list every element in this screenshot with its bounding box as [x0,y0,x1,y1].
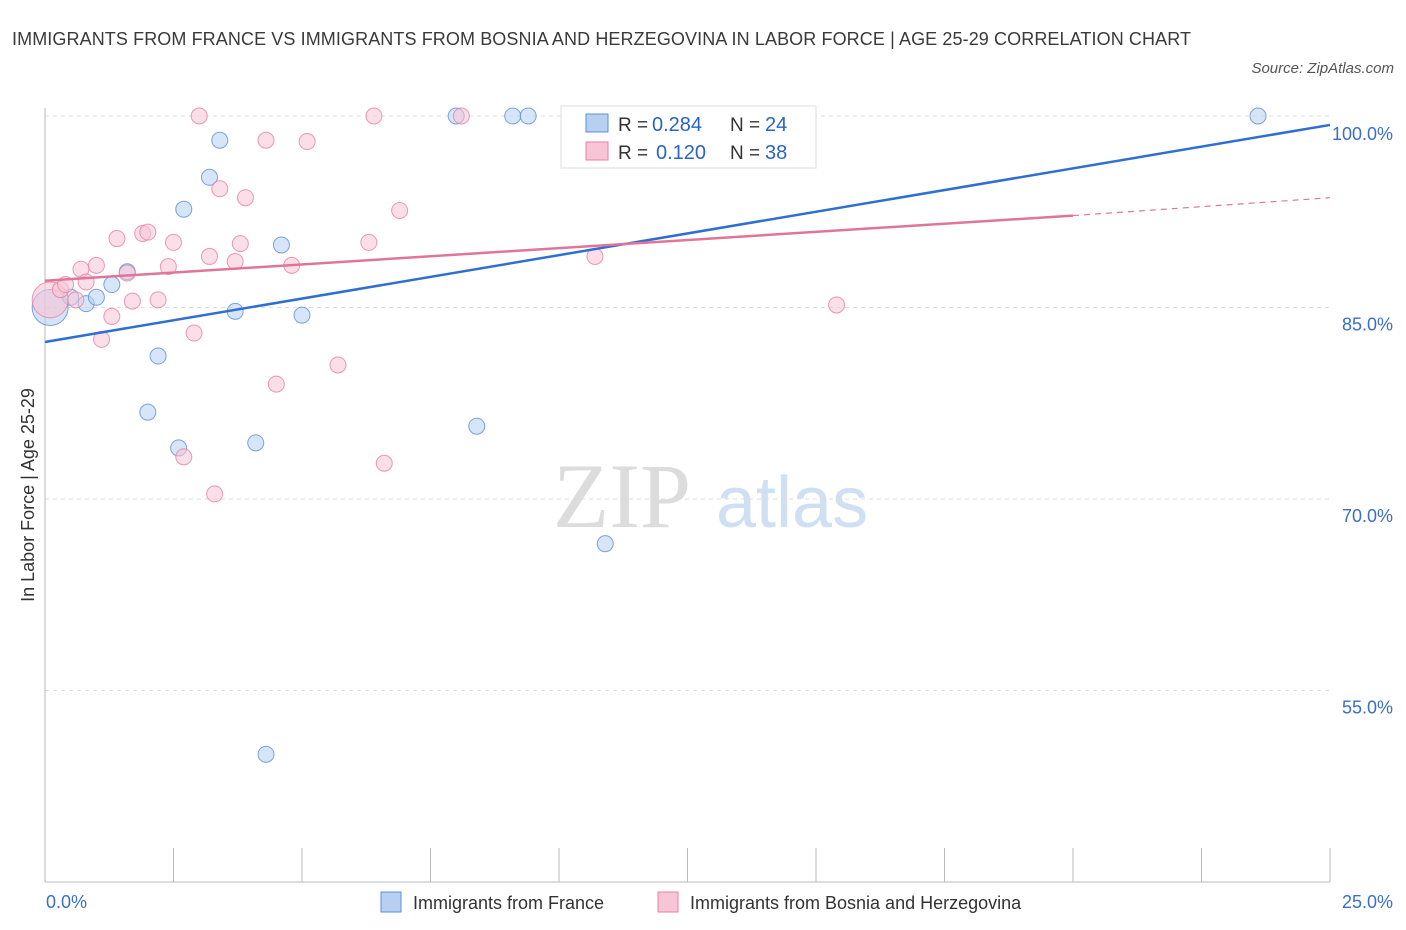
bosnia-point [190,107,208,125]
y-tick-label: 70.0% [1342,506,1393,526]
x-tick-label: 0.0% [46,892,87,912]
bosnia-point [452,107,470,125]
france-point [149,347,167,365]
bosnia-point [139,223,157,241]
bosnia-point [329,356,347,374]
bosnia-point [149,291,167,309]
legend-pink-r-value: 0.120 [656,142,706,164]
bosnia-trend-extension [1072,197,1331,217]
france-point [211,131,229,149]
series-legend: Immigrants from France Immigrants from B… [380,891,1022,913]
bottom-legend-blue-swatch [380,891,402,913]
france-point [272,236,290,254]
legend-blue-n-label: N = [730,115,760,136]
bosnia-point [211,180,229,198]
france-point [1249,107,1267,125]
france-point [293,306,311,324]
bosnia-point [231,235,249,253]
stats-legend: R = 0.284 N = 24 R = 0.120 N = 38 [560,105,817,169]
france-point [87,288,105,306]
bottom-legend-blue-label: Immigrants from France [413,893,604,913]
legend-blue-n-value: 24 [765,114,787,136]
bosnia-point [165,233,182,251]
france-point [257,745,275,763]
legend-blue-swatch [585,113,609,133]
legend-pink-r-label: R = [618,143,648,164]
france-point [596,535,614,553]
france-point [103,276,121,294]
bosnia-point [375,454,393,472]
bosnia-point [103,307,121,325]
france-point [247,434,265,452]
bottom-legend-pink-swatch [657,891,679,913]
france-point [175,200,193,218]
bosnia-point [67,291,85,309]
bosnia-point [185,324,203,342]
trend-layer [44,123,1331,344]
axis-layer: 55.0% 70.0% 85.0% 100.0% 0.0% 25.0% [44,108,1393,912]
bosnia-point [87,256,105,274]
bosnia-point [365,107,383,125]
france-trend-line [44,123,1331,344]
legend-pink-n-value: 38 [765,142,787,164]
grid-layer [45,115,1330,691]
bosnia-point [236,189,254,207]
bosnia-point [108,230,126,248]
bosnia-point [828,296,846,314]
points-layer [31,107,1267,763]
bosnia-point [360,233,378,251]
bosnia-point [123,292,141,310]
legend-pink-n-label: N = [730,143,760,164]
bosnia-point [391,201,409,219]
watermark-atlas: atlas [716,463,868,543]
bosnia-point [200,247,218,265]
bosnia-point [159,258,177,276]
bosnia-point [267,375,285,393]
watermark-zip: ZIP [553,445,691,547]
chart-source: Source: ZipAtlas.com [1251,60,1394,77]
bosnia-trend-line [44,214,1074,282]
y-axis-title: In Labor Force | Age 25-29 [18,388,38,602]
legend-blue-r-label: R = [618,115,648,136]
bottom-legend-pink-label: Immigrants from Bosnia and Herzegovina [690,893,1022,913]
france-point [139,403,157,421]
y-tick-label: 55.0% [1342,698,1393,718]
bosnia-point [298,133,316,151]
bosnia-point [257,131,275,149]
france-point [519,107,537,125]
legend-blue-r-value: 0.284 [652,114,702,136]
bosnia-point [206,485,224,503]
france-point [468,417,486,435]
y-tick-label: 100.0% [1332,124,1393,144]
bosnia-point [77,273,95,291]
france-point [504,107,522,125]
y-tick-label: 85.0% [1342,315,1393,335]
bosnia-point [175,448,193,466]
france-point [200,168,218,186]
x-tick-label: 25.0% [1342,892,1393,912]
legend-pink-swatch [585,141,609,161]
bosnia-point [118,264,136,282]
chart-title: IMMIGRANTS FROM FRANCE VS IMMIGRANTS FRO… [12,29,1192,49]
